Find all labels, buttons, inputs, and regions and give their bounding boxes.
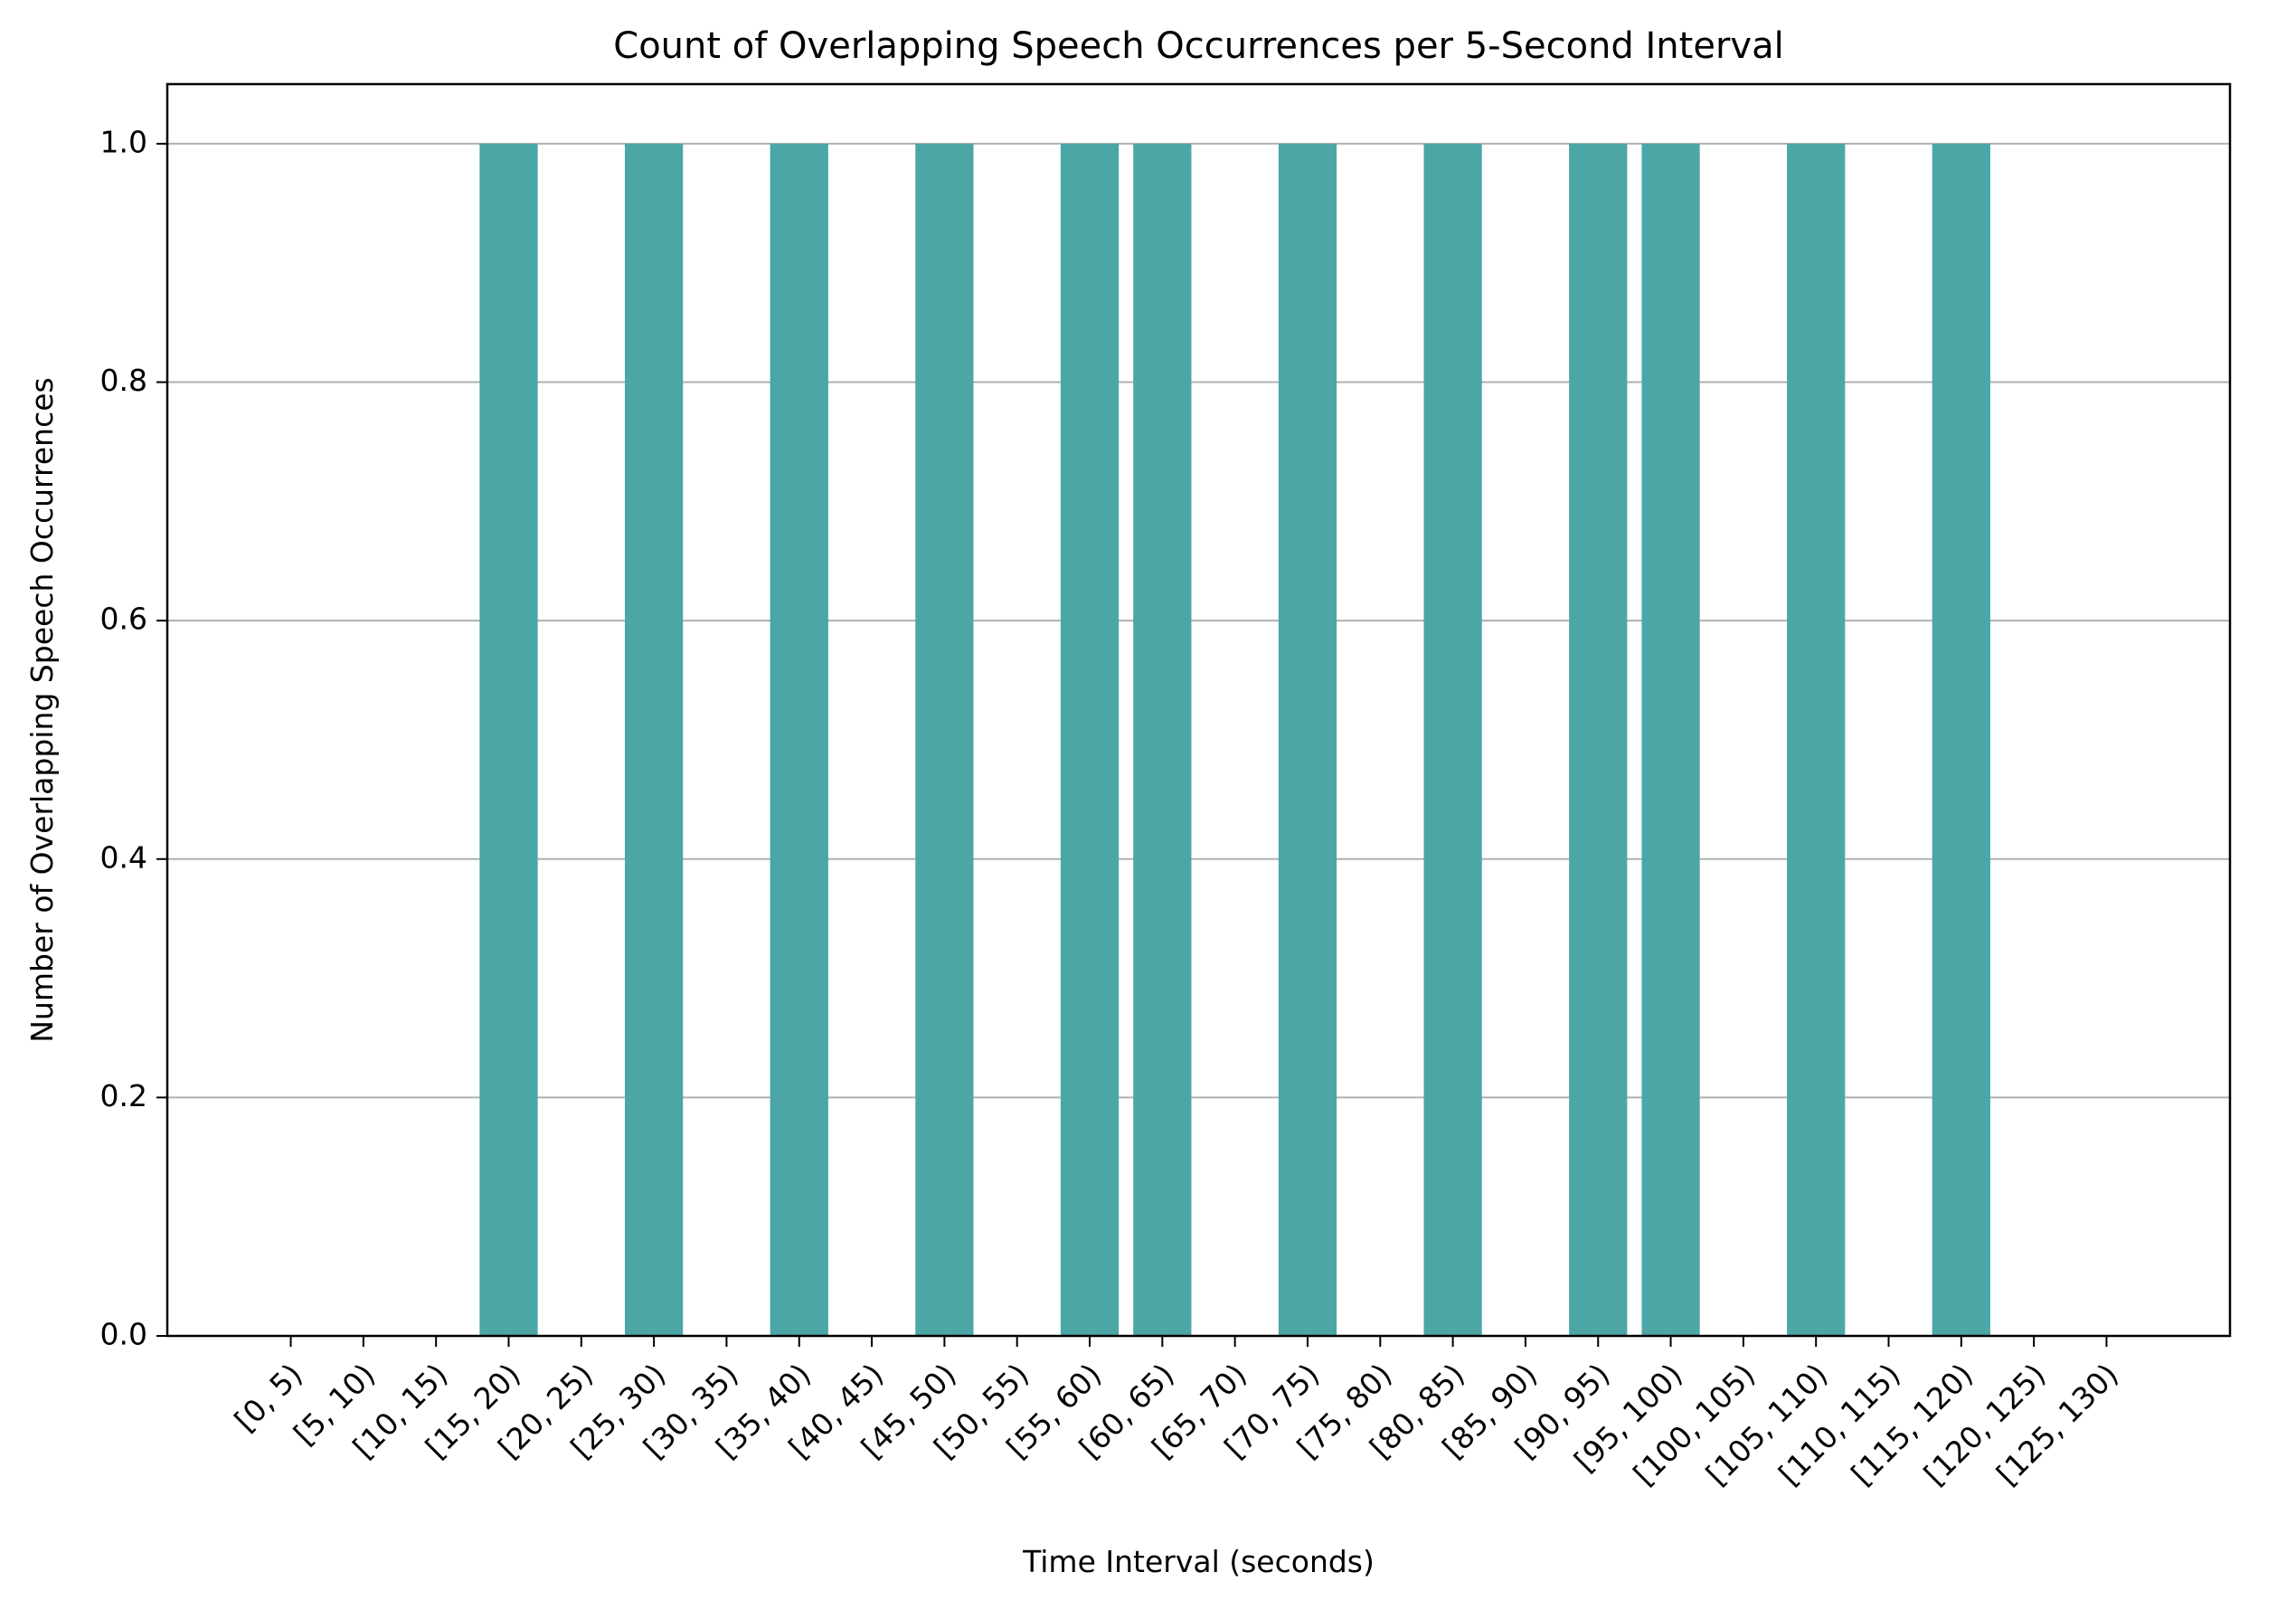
y-tick-label-2: 0.4: [100, 839, 147, 875]
bars: [479, 143, 1990, 1336]
plot-frame: [165, 82, 2232, 1338]
bar-18: [1569, 143, 1628, 1336]
bar-3: [479, 143, 538, 1336]
bar-23: [1932, 143, 1990, 1336]
y-tick-label-5: 1.0: [100, 124, 147, 159]
bar-9: [915, 143, 974, 1336]
bar-16: [1423, 143, 1482, 1336]
x-axis-label: Time Interval (seconds): [1022, 1544, 1375, 1579]
bar-11: [1060, 143, 1120, 1336]
bar-5: [624, 143, 684, 1336]
y-tick-label-0: 0.0: [100, 1317, 147, 1352]
y-tick-label-1: 0.2: [100, 1078, 147, 1113]
y-tick-label-4: 0.8: [100, 363, 147, 398]
bar-7: [770, 143, 828, 1336]
bar-14: [1278, 143, 1337, 1336]
bar-19: [1641, 143, 1700, 1336]
y-axis-label: Number of Overlapping Speech Occurrences: [24, 377, 60, 1042]
y-axis-ticks: 0.0 0.2 0.4 0.6 0.8 1.0: [100, 124, 167, 1352]
chart-title: Count of Overlapping Speech Occurrences …: [613, 25, 1783, 67]
bar-12: [1133, 143, 1192, 1336]
y-tick-label-3: 0.6: [100, 601, 147, 637]
bar-21: [1787, 143, 1846, 1336]
